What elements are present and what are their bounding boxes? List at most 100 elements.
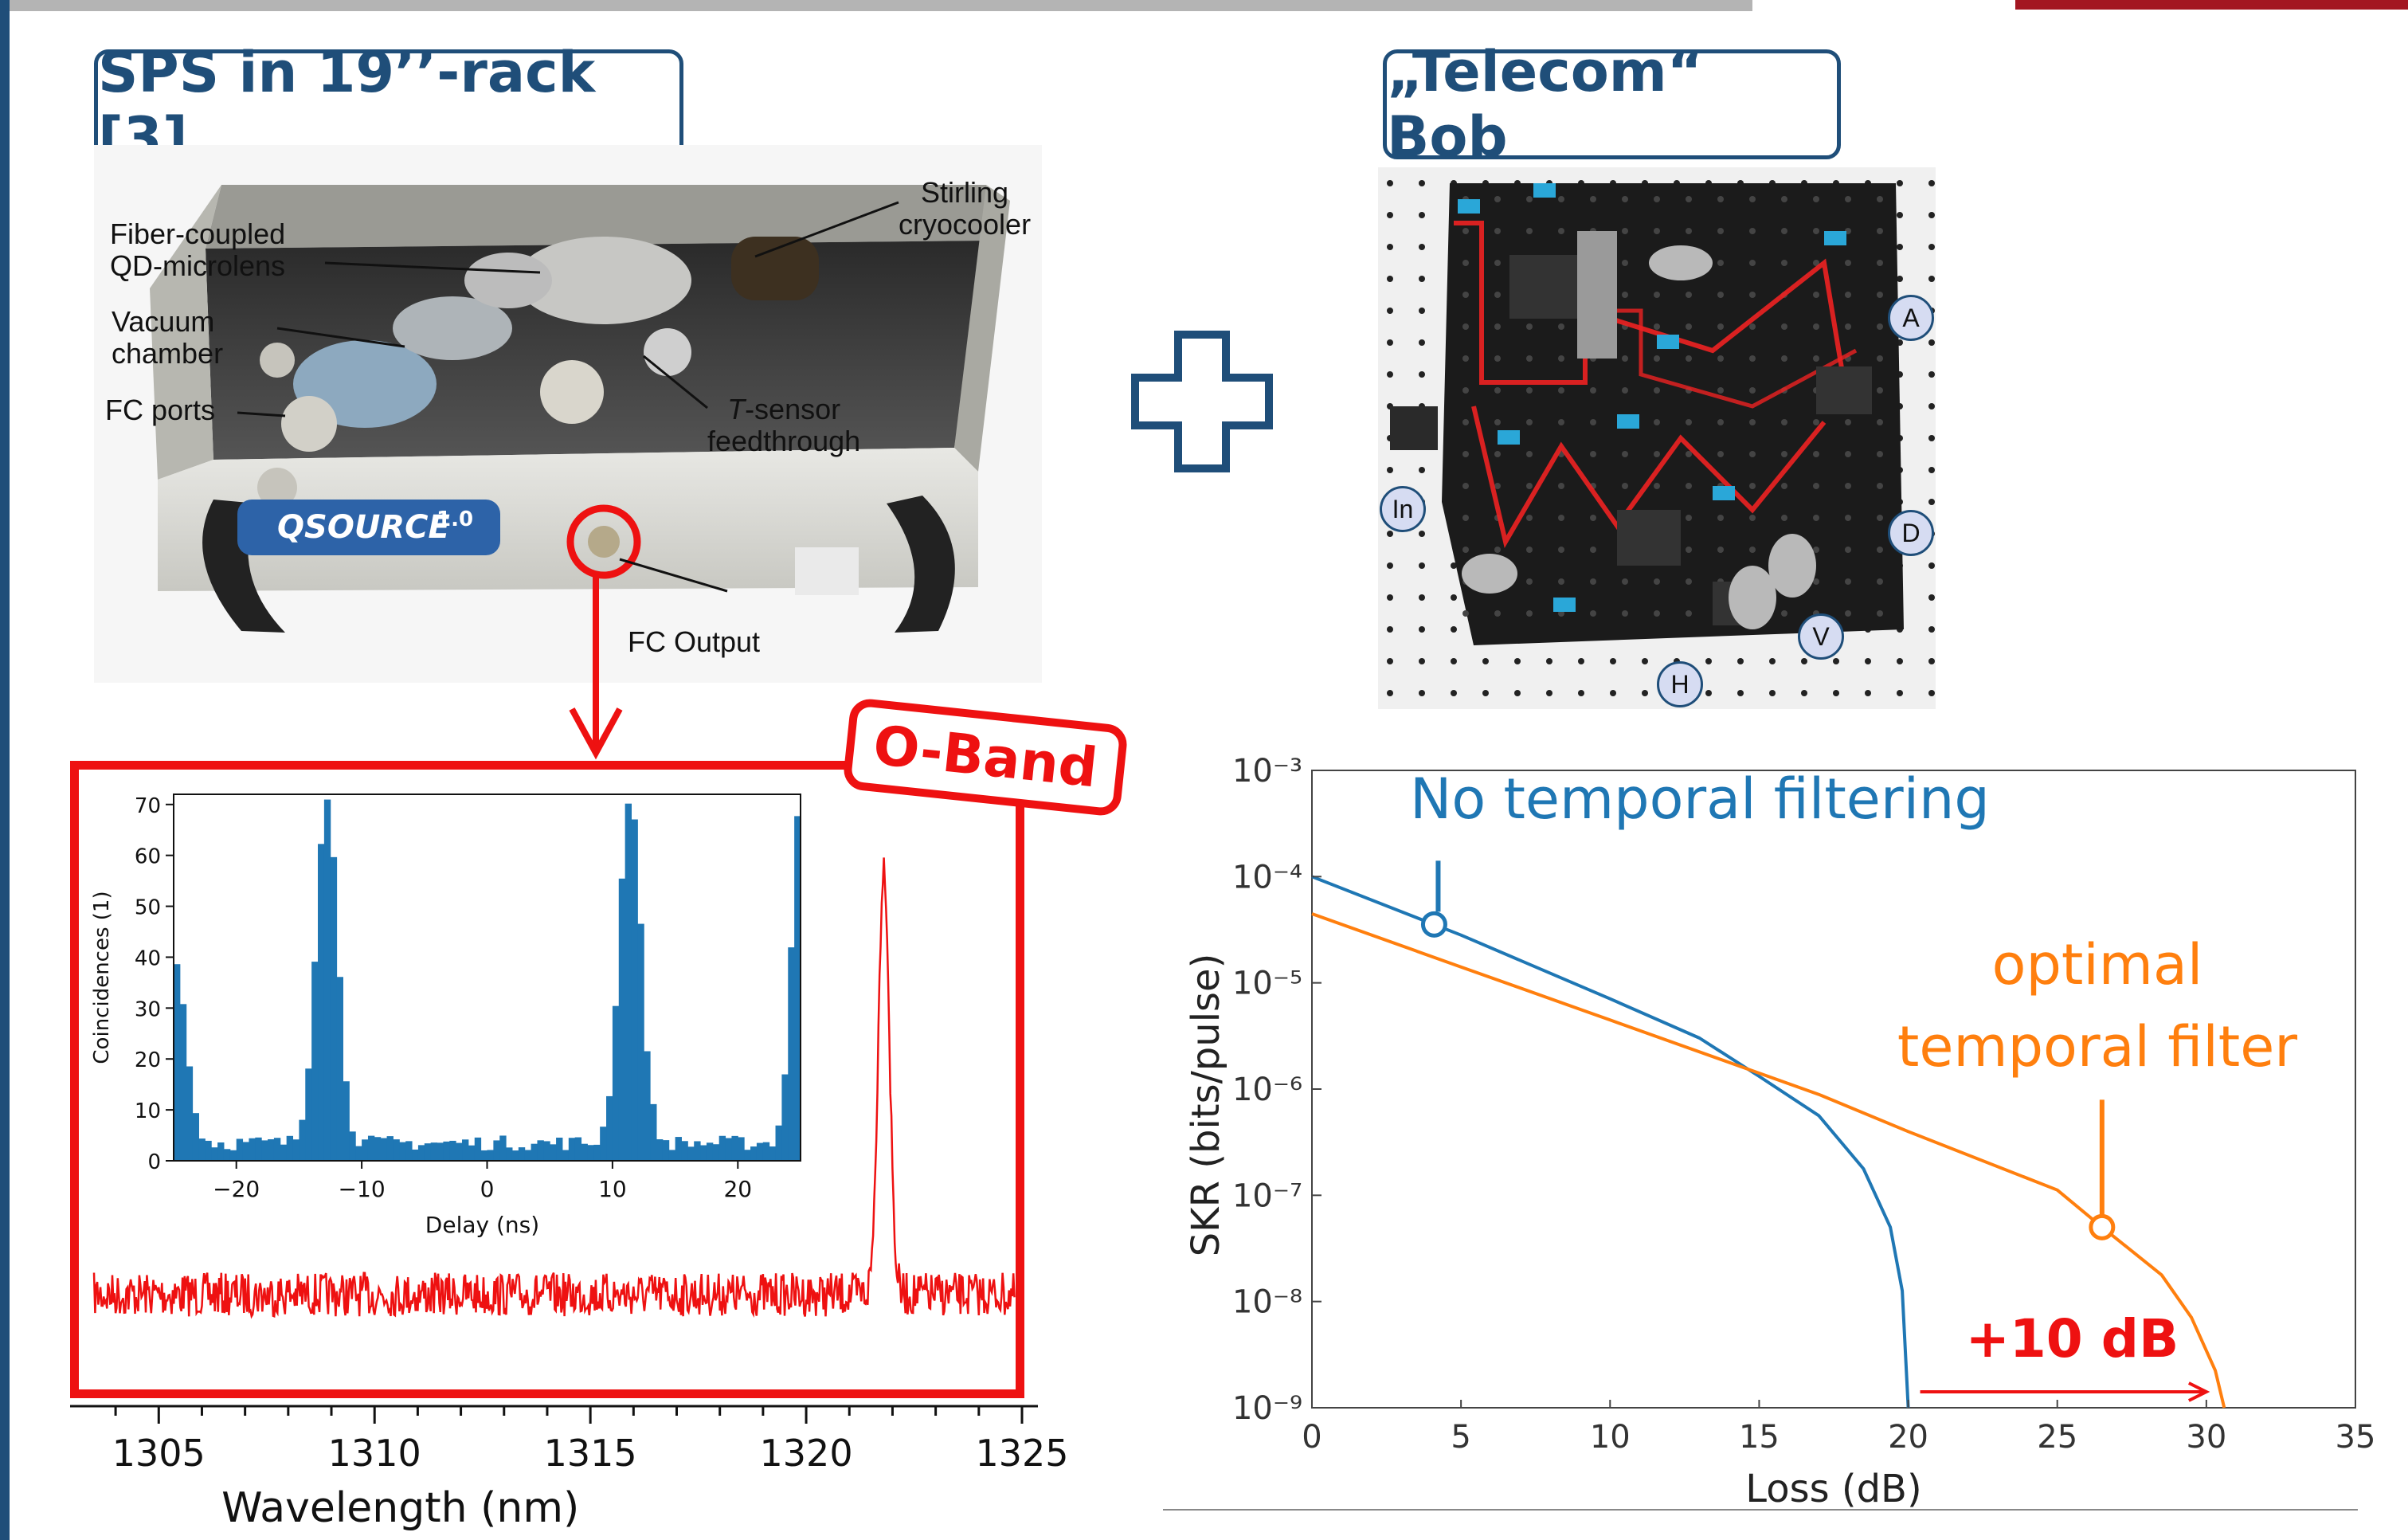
table-hole: [1451, 594, 1457, 601]
skr-x-tick-label: 10: [1590, 1419, 1631, 1456]
table-hole: [1813, 515, 1819, 521]
histogram-bar: [480, 1150, 487, 1161]
table-hole: [1419, 658, 1425, 664]
table-hole: [1462, 451, 1469, 457]
table-hole: [1590, 196, 1596, 202]
table-hole: [1877, 451, 1883, 457]
table-hole: [1813, 260, 1819, 266]
table-hole: [1654, 610, 1660, 617]
table-hole: [1813, 323, 1819, 330]
table-hole: [1494, 610, 1501, 617]
histogram-bar: [687, 1146, 695, 1161]
table-hole: [1387, 467, 1393, 473]
inset-y-axis-label: Coincidences (1): [90, 891, 114, 1064]
table-hole: [1686, 610, 1692, 617]
inset-x-tick-label: 0: [480, 1176, 495, 1202]
histogram-bar: [574, 1137, 582, 1161]
table-hole: [1494, 387, 1501, 394]
table-hole: [1462, 355, 1469, 362]
table-hole: [1462, 292, 1469, 298]
table-hole: [1749, 387, 1756, 394]
table-hole: [1622, 483, 1628, 489]
table-hole: [1494, 292, 1501, 298]
histogram-bar: [367, 1135, 375, 1161]
histogram-bar: [343, 1081, 350, 1161]
legend-optimal-line2: temporal filter: [1897, 1014, 2297, 1080]
histogram-bar: [449, 1140, 456, 1161]
histogram-bar: [336, 977, 343, 1161]
table-hole: [1705, 690, 1712, 696]
table-hole: [1546, 658, 1552, 664]
table-hole: [1781, 610, 1787, 617]
histogram-bar: [506, 1147, 513, 1161]
table-hole: [1419, 690, 1425, 696]
table-hole: [1749, 323, 1756, 330]
histogram-bar: [637, 923, 644, 1161]
table-hole: [1928, 212, 1935, 218]
inset-x-axis-label: Delay (ns): [425, 1212, 539, 1238]
sps-rack-photo: QSOURCE 1.0 Fiber-coupled QD-microlens V…: [94, 145, 1042, 683]
table-hole: [1877, 260, 1883, 266]
table-hole: [1877, 228, 1883, 234]
table-hole: [1451, 690, 1457, 696]
histogram-bar: [631, 819, 638, 1161]
table-hole: [1897, 244, 1903, 250]
table-hole: [1462, 387, 1469, 394]
table-hole: [1578, 658, 1584, 664]
table-hole: [1419, 594, 1425, 601]
table-hole: [1558, 515, 1564, 521]
table-hole: [1717, 451, 1724, 457]
rack-version: 1.0: [437, 507, 473, 531]
histogram-bar: [380, 1138, 388, 1161]
table-hole: [1928, 371, 1935, 378]
table-hole: [1717, 355, 1724, 362]
table-hole: [1813, 547, 1819, 553]
histogram-bar: [775, 1125, 782, 1161]
bob-port-label: H: [1657, 661, 1703, 707]
histogram-bar: [430, 1142, 438, 1161]
table-hole: [1686, 451, 1692, 457]
table-hole: [1419, 626, 1425, 633]
plus-icon: [1131, 331, 1273, 472]
histogram-bar: [299, 1119, 306, 1161]
inset-x-tick-label: 20: [723, 1176, 752, 1202]
table-hole: [1494, 260, 1501, 266]
table-hole: [1686, 323, 1692, 330]
table-hole: [1928, 435, 1935, 441]
table-hole: [1781, 515, 1787, 521]
table-hole: [1578, 690, 1584, 696]
histogram-bar: [644, 1051, 651, 1161]
table-hole: [1717, 387, 1724, 394]
table-hole: [1462, 515, 1469, 521]
table-hole: [1749, 547, 1756, 553]
table-hole: [1813, 196, 1819, 202]
histogram-bar: [211, 1147, 218, 1161]
table-hole: [1737, 658, 1744, 664]
table-hole: [1558, 547, 1564, 553]
table-hole: [1845, 419, 1851, 425]
table-hole: [1928, 499, 1935, 505]
inset-y-tick-label: 70: [135, 794, 161, 818]
table-hole: [1897, 212, 1903, 218]
histogram-bar: [612, 1005, 620, 1161]
histogram-bar: [386, 1136, 394, 1161]
inset-x-tick-label: −20: [213, 1176, 260, 1202]
histogram-bar: [625, 803, 632, 1161]
table-hole: [1610, 690, 1616, 696]
histogram-bar: [205, 1140, 212, 1161]
callout-fc-output: FC Output: [628, 625, 761, 658]
histogram-bar: [242, 1142, 249, 1161]
table-hole: [1558, 355, 1564, 362]
table-hole: [1833, 658, 1839, 664]
histogram-bar: [668, 1150, 676, 1161]
table-hole: [1845, 515, 1851, 521]
skr-x-tick-label: 20: [1888, 1419, 1928, 1456]
table-hole: [1813, 483, 1819, 489]
callout-tsensor-italic: T: [727, 393, 746, 425]
table-hole: [1813, 451, 1819, 457]
skr-y-tick-label: 10⁻³: [1232, 753, 1302, 790]
table-hole: [1686, 355, 1692, 362]
table-hole: [1387, 244, 1393, 250]
table-hole: [1928, 594, 1935, 601]
histogram-bar: [568, 1138, 576, 1161]
